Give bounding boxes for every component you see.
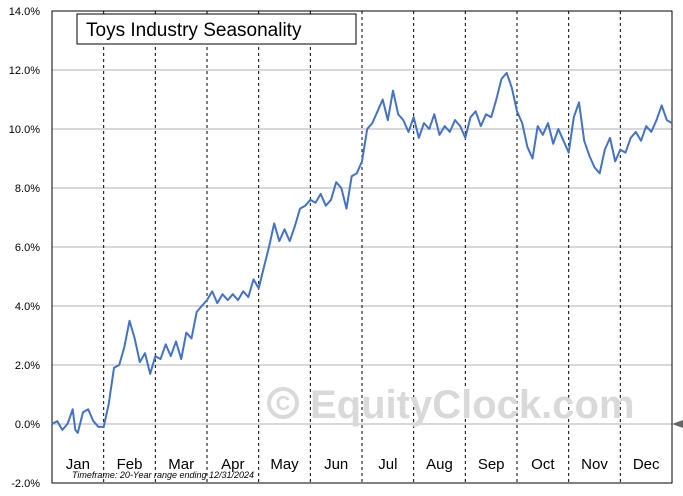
month-label: Dec bbox=[633, 456, 660, 473]
month-label: Aug bbox=[426, 456, 453, 473]
y-tick-label: -2.0% bbox=[11, 478, 40, 490]
watermark-copyright-icon bbox=[267, 387, 299, 419]
y-tick-label: 4.0% bbox=[15, 301, 40, 313]
x-axis-ticks: Jan Feb Mar Apr May Jun Jul Aug Sep Oct Nov Dec bbox=[66, 456, 660, 473]
y-tick-label: 2.0% bbox=[15, 360, 40, 372]
month-label: Feb bbox=[117, 456, 143, 473]
month-label: Mar bbox=[168, 456, 194, 473]
month-label: Oct bbox=[531, 456, 555, 473]
chart-title: Toys Industry Seasonality bbox=[86, 20, 302, 41]
series-line bbox=[51, 71, 673, 434]
plot-frame bbox=[51, 10, 673, 484]
y-tick-label: 10.0% bbox=[9, 124, 40, 136]
month-label: Jul bbox=[378, 456, 397, 473]
month-label: Apr bbox=[221, 456, 244, 473]
month-label: Jan bbox=[66, 456, 90, 473]
month-label: Sep bbox=[478, 456, 505, 473]
month-dividers bbox=[103, 11, 621, 483]
watermark-copyright-glyph: C bbox=[276, 393, 290, 415]
y-tick-label: 12.0% bbox=[9, 65, 40, 77]
y-axis-ticks: -2.0% 0.0% 2.0% 4.0% 6.0% 8.0% 10.0% 12.0% 14.0% bbox=[9, 6, 40, 490]
y-tick-label: 0.0% bbox=[15, 419, 40, 431]
month-label: Nov bbox=[581, 456, 608, 473]
y-tick-label: 8.0% bbox=[15, 183, 40, 195]
watermark: C EquityClock.com bbox=[267, 383, 635, 427]
timeframe-note: Timeframe: 20-Year range ending 12/31/20… bbox=[72, 470, 254, 480]
watermark-text: EquityClock.com bbox=[310, 383, 635, 427]
chart-title-box: Toys Industry Seasonality bbox=[76, 13, 357, 45]
title-box bbox=[76, 13, 357, 45]
month-label: Jun bbox=[324, 456, 348, 473]
axis-arrow-marker bbox=[672, 420, 683, 428]
month-label: May bbox=[270, 456, 299, 473]
y-tick-label: 14.0% bbox=[9, 6, 40, 18]
y-tick-label: 6.0% bbox=[15, 242, 40, 254]
